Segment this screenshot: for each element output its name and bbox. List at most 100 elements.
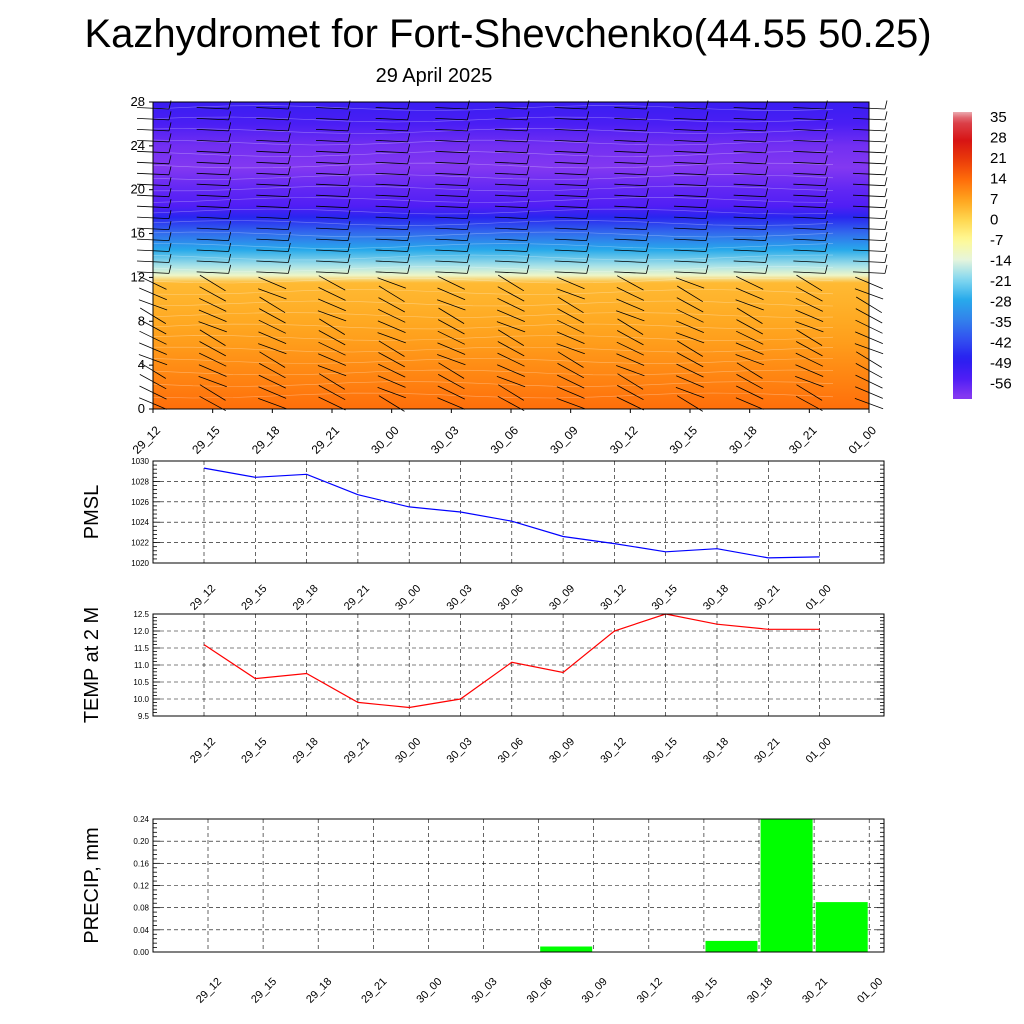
wind-barb bbox=[494, 253, 530, 263]
wind-barb bbox=[556, 288, 585, 300]
wind-barb bbox=[733, 111, 769, 121]
wind-barb bbox=[793, 144, 828, 154]
colorbar-label: -7 bbox=[990, 232, 1003, 249]
wind-barb bbox=[614, 177, 649, 187]
wind-barb bbox=[676, 375, 704, 388]
pmsl-x-tick-label: 30_03 bbox=[445, 583, 475, 613]
wind-barb bbox=[375, 111, 411, 121]
wind-barb bbox=[557, 363, 584, 379]
wind-barb bbox=[435, 242, 470, 252]
wind-barb bbox=[196, 264, 232, 274]
wind-barb bbox=[256, 122, 291, 132]
wind-barb bbox=[318, 396, 346, 411]
wind-barb bbox=[494, 111, 530, 121]
precip-x-tick-label: 29_18 bbox=[304, 976, 334, 1006]
wind-barb bbox=[554, 210, 590, 219]
wind-barb bbox=[315, 264, 351, 274]
wind-barb bbox=[315, 210, 351, 219]
wind-barb bbox=[673, 144, 709, 154]
precip-x-tick-label: 01_00 bbox=[855, 976, 885, 1006]
pmsl-x-tick-label: 30_21 bbox=[752, 583, 782, 613]
wind-barb bbox=[198, 321, 227, 333]
wind-barb bbox=[318, 341, 346, 356]
wind-barb bbox=[673, 221, 709, 230]
wind-barb bbox=[795, 321, 824, 333]
wind-barb bbox=[494, 133, 530, 143]
wind-barb bbox=[494, 188, 530, 198]
temp2m-line bbox=[203, 613, 820, 709]
wind-barb bbox=[199, 352, 227, 367]
pmsl-y-tick-label: 1026 bbox=[131, 498, 149, 507]
precip-x-tick-label: 30_12 bbox=[635, 976, 665, 1006]
temp2m-x-tick-label: 30_03 bbox=[445, 736, 475, 766]
temp2m-y-tick-label: 12.0 bbox=[133, 627, 149, 636]
temp2m-x-tick-label: 30_15 bbox=[650, 736, 680, 766]
wind-barb bbox=[557, 374, 585, 389]
wind-barb bbox=[673, 264, 709, 274]
wind-barb bbox=[315, 155, 351, 165]
wind-barb bbox=[497, 286, 525, 302]
precip-x-tick-label: 30_21 bbox=[800, 976, 830, 1006]
wind-barb bbox=[616, 298, 645, 312]
wind-barb bbox=[438, 362, 465, 379]
colorbar-label: 28 bbox=[990, 130, 1007, 147]
temp2m-x-tick-label: 30_06 bbox=[496, 736, 526, 766]
wind-barb bbox=[196, 155, 232, 165]
wind-barb bbox=[793, 155, 828, 165]
wind-barb bbox=[378, 297, 405, 313]
wind-barb bbox=[736, 362, 763, 379]
contour-lines bbox=[152, 105, 834, 399]
wind-barb bbox=[614, 264, 649, 274]
wind-barb bbox=[196, 221, 232, 230]
wind-barb bbox=[318, 373, 346, 390]
wind-barb bbox=[494, 199, 530, 209]
wind-barb bbox=[258, 386, 287, 399]
wind-barb bbox=[256, 166, 291, 176]
x-tick-label: 30_12 bbox=[607, 423, 641, 457]
wind-barb bbox=[733, 253, 769, 263]
precip-x-tick-label: 30_09 bbox=[580, 976, 610, 1006]
wind-barb bbox=[556, 386, 585, 399]
wind-barb bbox=[795, 297, 823, 312]
colorbar-label: -35 bbox=[990, 314, 1012, 331]
wind-barb bbox=[793, 253, 828, 263]
colorbar-label: 7 bbox=[990, 191, 998, 208]
wind-barb bbox=[435, 188, 470, 198]
wind-barb bbox=[438, 319, 465, 335]
wind-barb bbox=[796, 341, 823, 357]
wind-barb bbox=[315, 199, 351, 209]
wind-barb bbox=[256, 264, 291, 274]
wind-barb bbox=[733, 242, 769, 252]
wind-barb bbox=[733, 144, 769, 154]
wind-barb bbox=[796, 274, 823, 292]
pmsl-x-tick-label: 29_18 bbox=[291, 583, 321, 613]
wind-barb bbox=[557, 308, 584, 324]
wind-barb bbox=[318, 287, 346, 301]
x-tick-label: 30_21 bbox=[786, 423, 820, 457]
wind-barb bbox=[554, 155, 590, 165]
wind-barb bbox=[259, 351, 286, 368]
wind-barb bbox=[378, 352, 405, 368]
x-tick-label: 30_06 bbox=[488, 423, 522, 457]
wind-barb bbox=[614, 133, 649, 143]
precip-x-tick-label: 29_12 bbox=[194, 976, 224, 1006]
wind-barb bbox=[196, 166, 232, 176]
wind-barb bbox=[435, 166, 470, 176]
wind-barb bbox=[196, 232, 232, 241]
wind-barb bbox=[256, 210, 291, 219]
wind-barb bbox=[496, 376, 526, 388]
wind-barb bbox=[793, 166, 828, 176]
wind-barb bbox=[793, 188, 828, 198]
wind-barb bbox=[793, 133, 828, 143]
x-tick-label: 29_15 bbox=[189, 423, 223, 457]
wind-barb bbox=[614, 232, 649, 241]
x-tick-label: 29_21 bbox=[309, 423, 343, 457]
wind-barb bbox=[435, 253, 470, 263]
wind-barb bbox=[494, 166, 530, 176]
wind-barb bbox=[315, 166, 351, 176]
wind-barb bbox=[435, 199, 470, 209]
wind-barb bbox=[795, 352, 823, 367]
wind-barb bbox=[616, 310, 645, 322]
x-tick-label: 30_00 bbox=[368, 423, 402, 457]
temp2m-y-tick-label: 11.5 bbox=[134, 644, 150, 653]
